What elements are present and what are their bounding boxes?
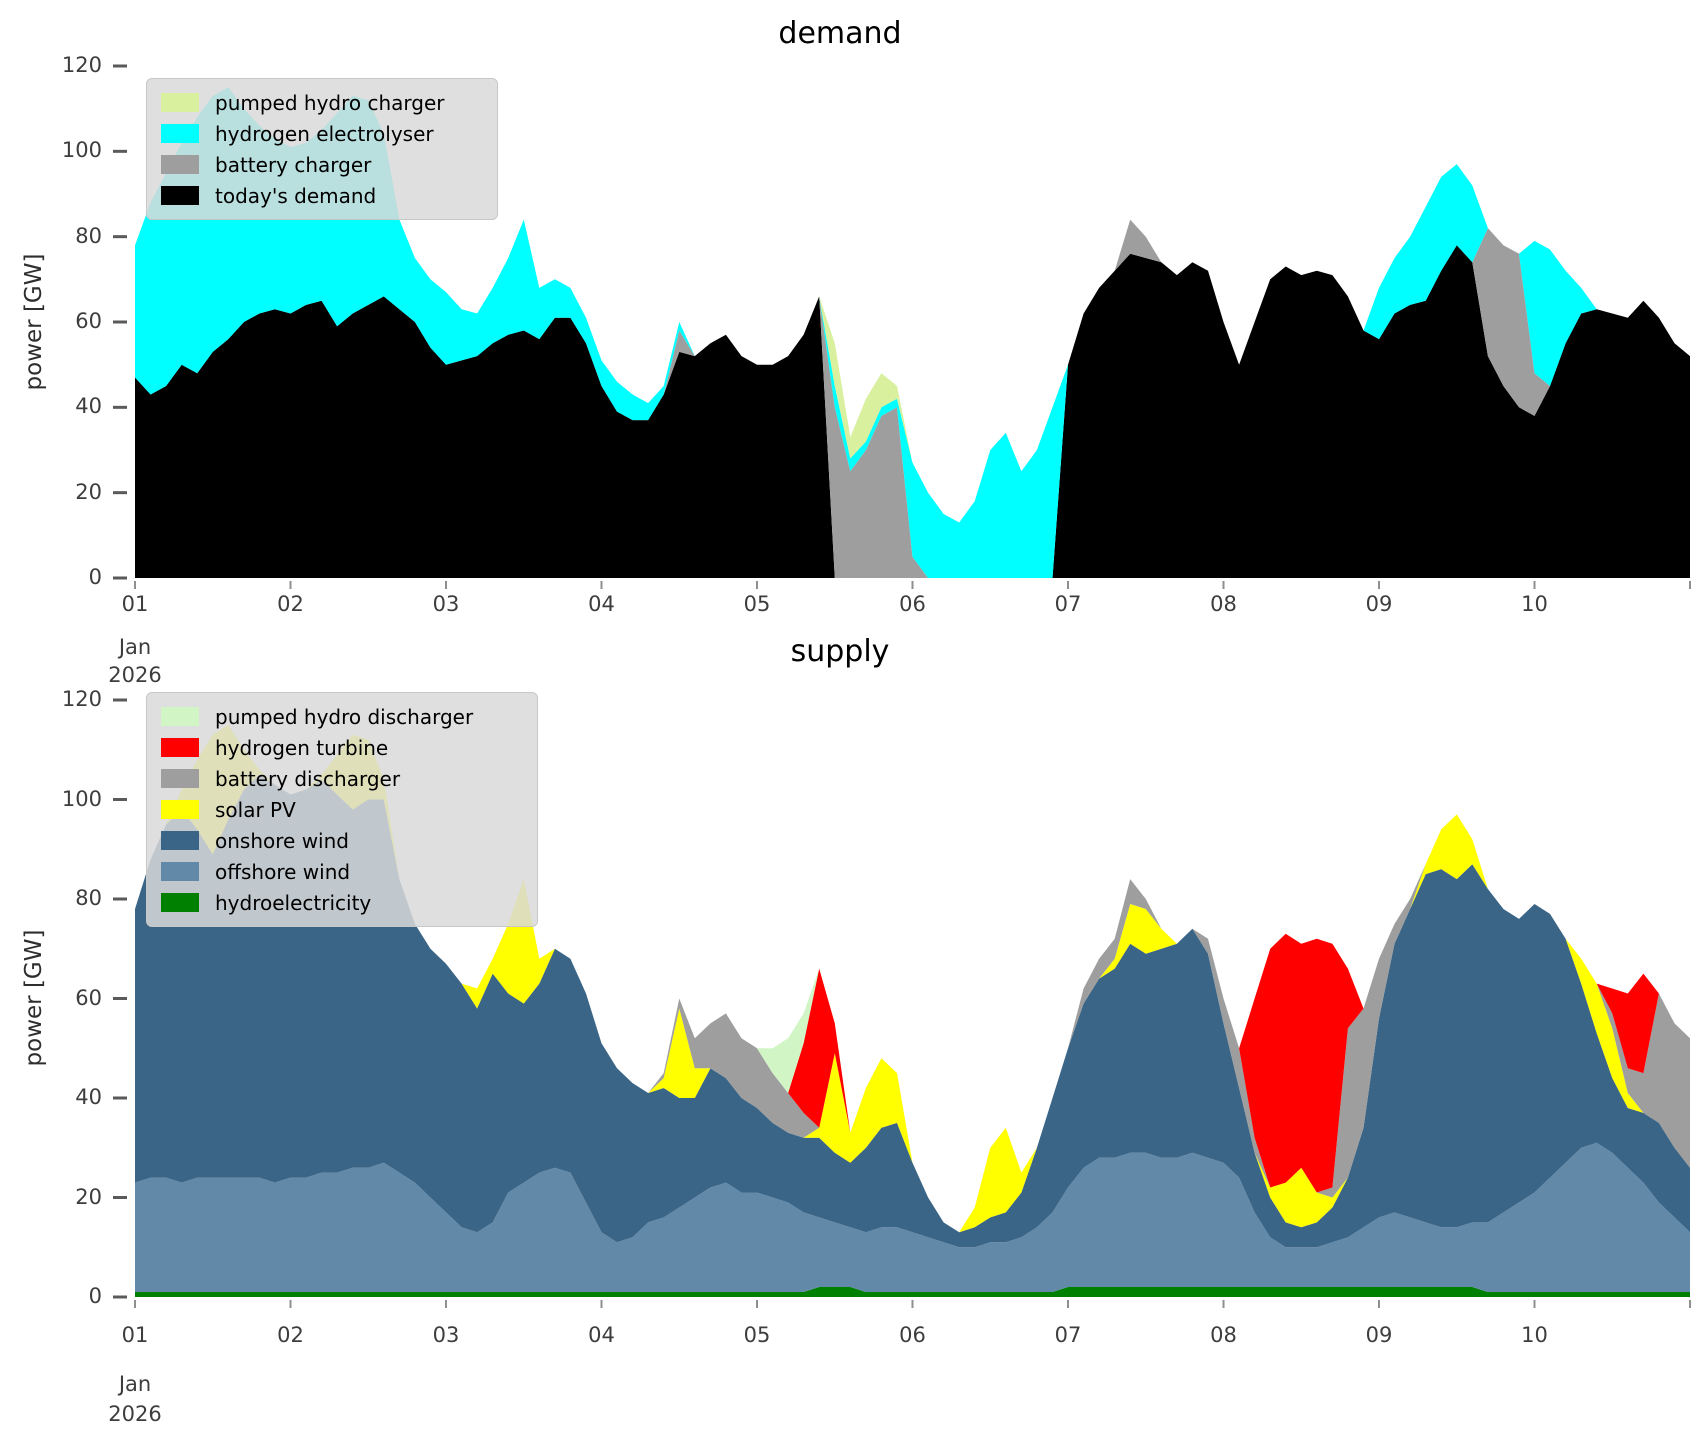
legend-item-onshore-wind: onshore wind bbox=[161, 825, 525, 856]
legend-item-pumped-hydro-charger: pumped hydro charger bbox=[161, 87, 485, 118]
area-onshore-wind bbox=[135, 774, 1690, 1248]
legend-swatch-hydrogen-turbine-icon bbox=[161, 738, 199, 757]
x-tick-label-10: 10 bbox=[1521, 592, 1548, 616]
y-tick-label-120: 120 bbox=[61, 687, 102, 711]
legend-label-pumped-hydro-charger: pumped hydro charger bbox=[215, 90, 445, 115]
y-tick-label-20: 20 bbox=[75, 1184, 102, 1209]
y-tick-label-80: 80 bbox=[75, 223, 102, 248]
x-tick-label-03: 03 bbox=[432, 1323, 460, 1347]
legend-label-hydroelectricity: hydroelectricity bbox=[215, 890, 372, 915]
x-tick-label-07: 07 bbox=[1054, 592, 1082, 616]
legend-swatch-pumped-hydro-discharger-icon bbox=[161, 707, 199, 726]
area-today-s-demand bbox=[135, 245, 1690, 578]
x-sub-label-year: 2026 bbox=[108, 663, 162, 687]
legend-swatch-today-s-demand-icon bbox=[161, 186, 199, 205]
y-tick-label-20: 20 bbox=[75, 479, 102, 504]
chart-title-supply: supply bbox=[790, 634, 890, 669]
legend-item-offshore-wind: offshore wind bbox=[161, 856, 525, 887]
legend-label-hydrogen-turbine: hydrogen turbine bbox=[215, 735, 389, 760]
legend-swatch-offshore-wind-icon bbox=[161, 862, 199, 881]
legend-label-onshore-wind: onshore wind bbox=[215, 828, 349, 853]
legend-supply: pumped hydro discharger hydrogen turbine b… bbox=[146, 692, 538, 927]
y-tick-label-60: 60 bbox=[75, 985, 102, 1010]
legend-label-pumped-hydro-discharger: pumped hydro discharger bbox=[215, 704, 474, 729]
legend-label-battery-discharger: battery discharger bbox=[215, 766, 401, 791]
legend-swatch-battery-charger-icon bbox=[161, 155, 199, 174]
legend-demand: pumped hydro charger hydrogen electrolyse… bbox=[146, 78, 498, 220]
y-tick-label-100: 100 bbox=[61, 786, 102, 811]
legend-item-today-s-demand: today's demand bbox=[161, 180, 485, 211]
area-hydrogen-electrolyser bbox=[135, 87, 1690, 579]
area-offshore-wind bbox=[135, 1142, 1690, 1292]
x-tick-label-05: 05 bbox=[743, 1323, 771, 1347]
legend-swatch-hydroelectricity-icon bbox=[161, 893, 199, 912]
chart-title-demand: demand bbox=[778, 16, 902, 51]
x-tick-label-02: 02 bbox=[277, 592, 304, 616]
x-tick-label-01: 01 bbox=[121, 592, 149, 616]
x-sub-label-month: Jan bbox=[118, 1372, 152, 1396]
y-tick-label-60: 60 bbox=[75, 309, 102, 333]
legend-label-offshore-wind: offshore wind bbox=[215, 859, 351, 884]
x-tick-label-04: 04 bbox=[588, 592, 615, 616]
y-tick-label-120: 120 bbox=[61, 53, 102, 77]
legend-item-pumped-hydro-discharger: pumped hydro discharger bbox=[161, 701, 525, 732]
legend-swatch-solar-pv-icon bbox=[161, 800, 199, 819]
x-tick-label-09: 09 bbox=[1365, 592, 1393, 616]
x-tick-label-01: 01 bbox=[121, 1323, 149, 1347]
y-tick-label-100: 100 bbox=[61, 138, 102, 163]
legend-swatch-onshore-wind-icon bbox=[161, 831, 199, 850]
legend-item-battery-charger: battery charger bbox=[161, 149, 485, 180]
legend-item-battery-discharger: battery discharger bbox=[161, 763, 525, 794]
y-tick-label-40: 40 bbox=[75, 394, 102, 419]
legend-swatch-hydrogen-electrolyser-icon bbox=[161, 124, 199, 143]
x-tick-label-02: 02 bbox=[277, 1323, 304, 1347]
x-tick-label-04: 04 bbox=[588, 1323, 615, 1347]
legend-item-hydrogen-turbine: hydrogen turbine bbox=[161, 732, 525, 763]
legend-label-today-s-demand: today's demand bbox=[215, 183, 377, 208]
y-tick-label-0: 0 bbox=[88, 1284, 102, 1308]
legend-label-solar-pv: solar PV bbox=[215, 797, 296, 822]
x-tick-label-08: 08 bbox=[1210, 592, 1237, 616]
x-tick-label-05: 05 bbox=[743, 592, 771, 616]
y-tick-label-80: 80 bbox=[75, 886, 102, 910]
x-tick-label-03: 03 bbox=[432, 592, 460, 616]
x-tick-label-06: 06 bbox=[899, 1323, 926, 1347]
area-battery-discharger bbox=[135, 724, 1690, 1233]
y-tick-label-40: 40 bbox=[75, 1085, 102, 1109]
x-tick-label-10: 10 bbox=[1521, 1323, 1548, 1347]
legend-swatch-pumped-hydro-charger-icon bbox=[161, 93, 199, 112]
x-tick-label-09: 09 bbox=[1365, 1323, 1393, 1347]
legend-swatch-battery-discharger-icon bbox=[161, 769, 199, 788]
legend-item-hydroelectricity: hydroelectricity bbox=[161, 887, 525, 918]
x-tick-label-06: 06 bbox=[899, 592, 926, 616]
legend-item-hydrogen-electrolyser: hydrogen electrolyser bbox=[161, 118, 485, 149]
legend-item-solar-pv: solar PV bbox=[161, 794, 525, 825]
legend-label-hydrogen-electrolyser: hydrogen electrolyser bbox=[215, 121, 434, 146]
x-tick-label-08: 08 bbox=[1210, 1323, 1237, 1347]
x-sub-label-month: Jan bbox=[118, 635, 152, 659]
area-hydrogen-turbine bbox=[135, 724, 1690, 1233]
y-tick-label-0: 0 bbox=[88, 565, 102, 589]
x-sub-label-year: 2026 bbox=[108, 1402, 162, 1426]
legend-label-battery-charger: battery charger bbox=[215, 152, 372, 177]
x-tick-label-07: 07 bbox=[1054, 1323, 1082, 1347]
